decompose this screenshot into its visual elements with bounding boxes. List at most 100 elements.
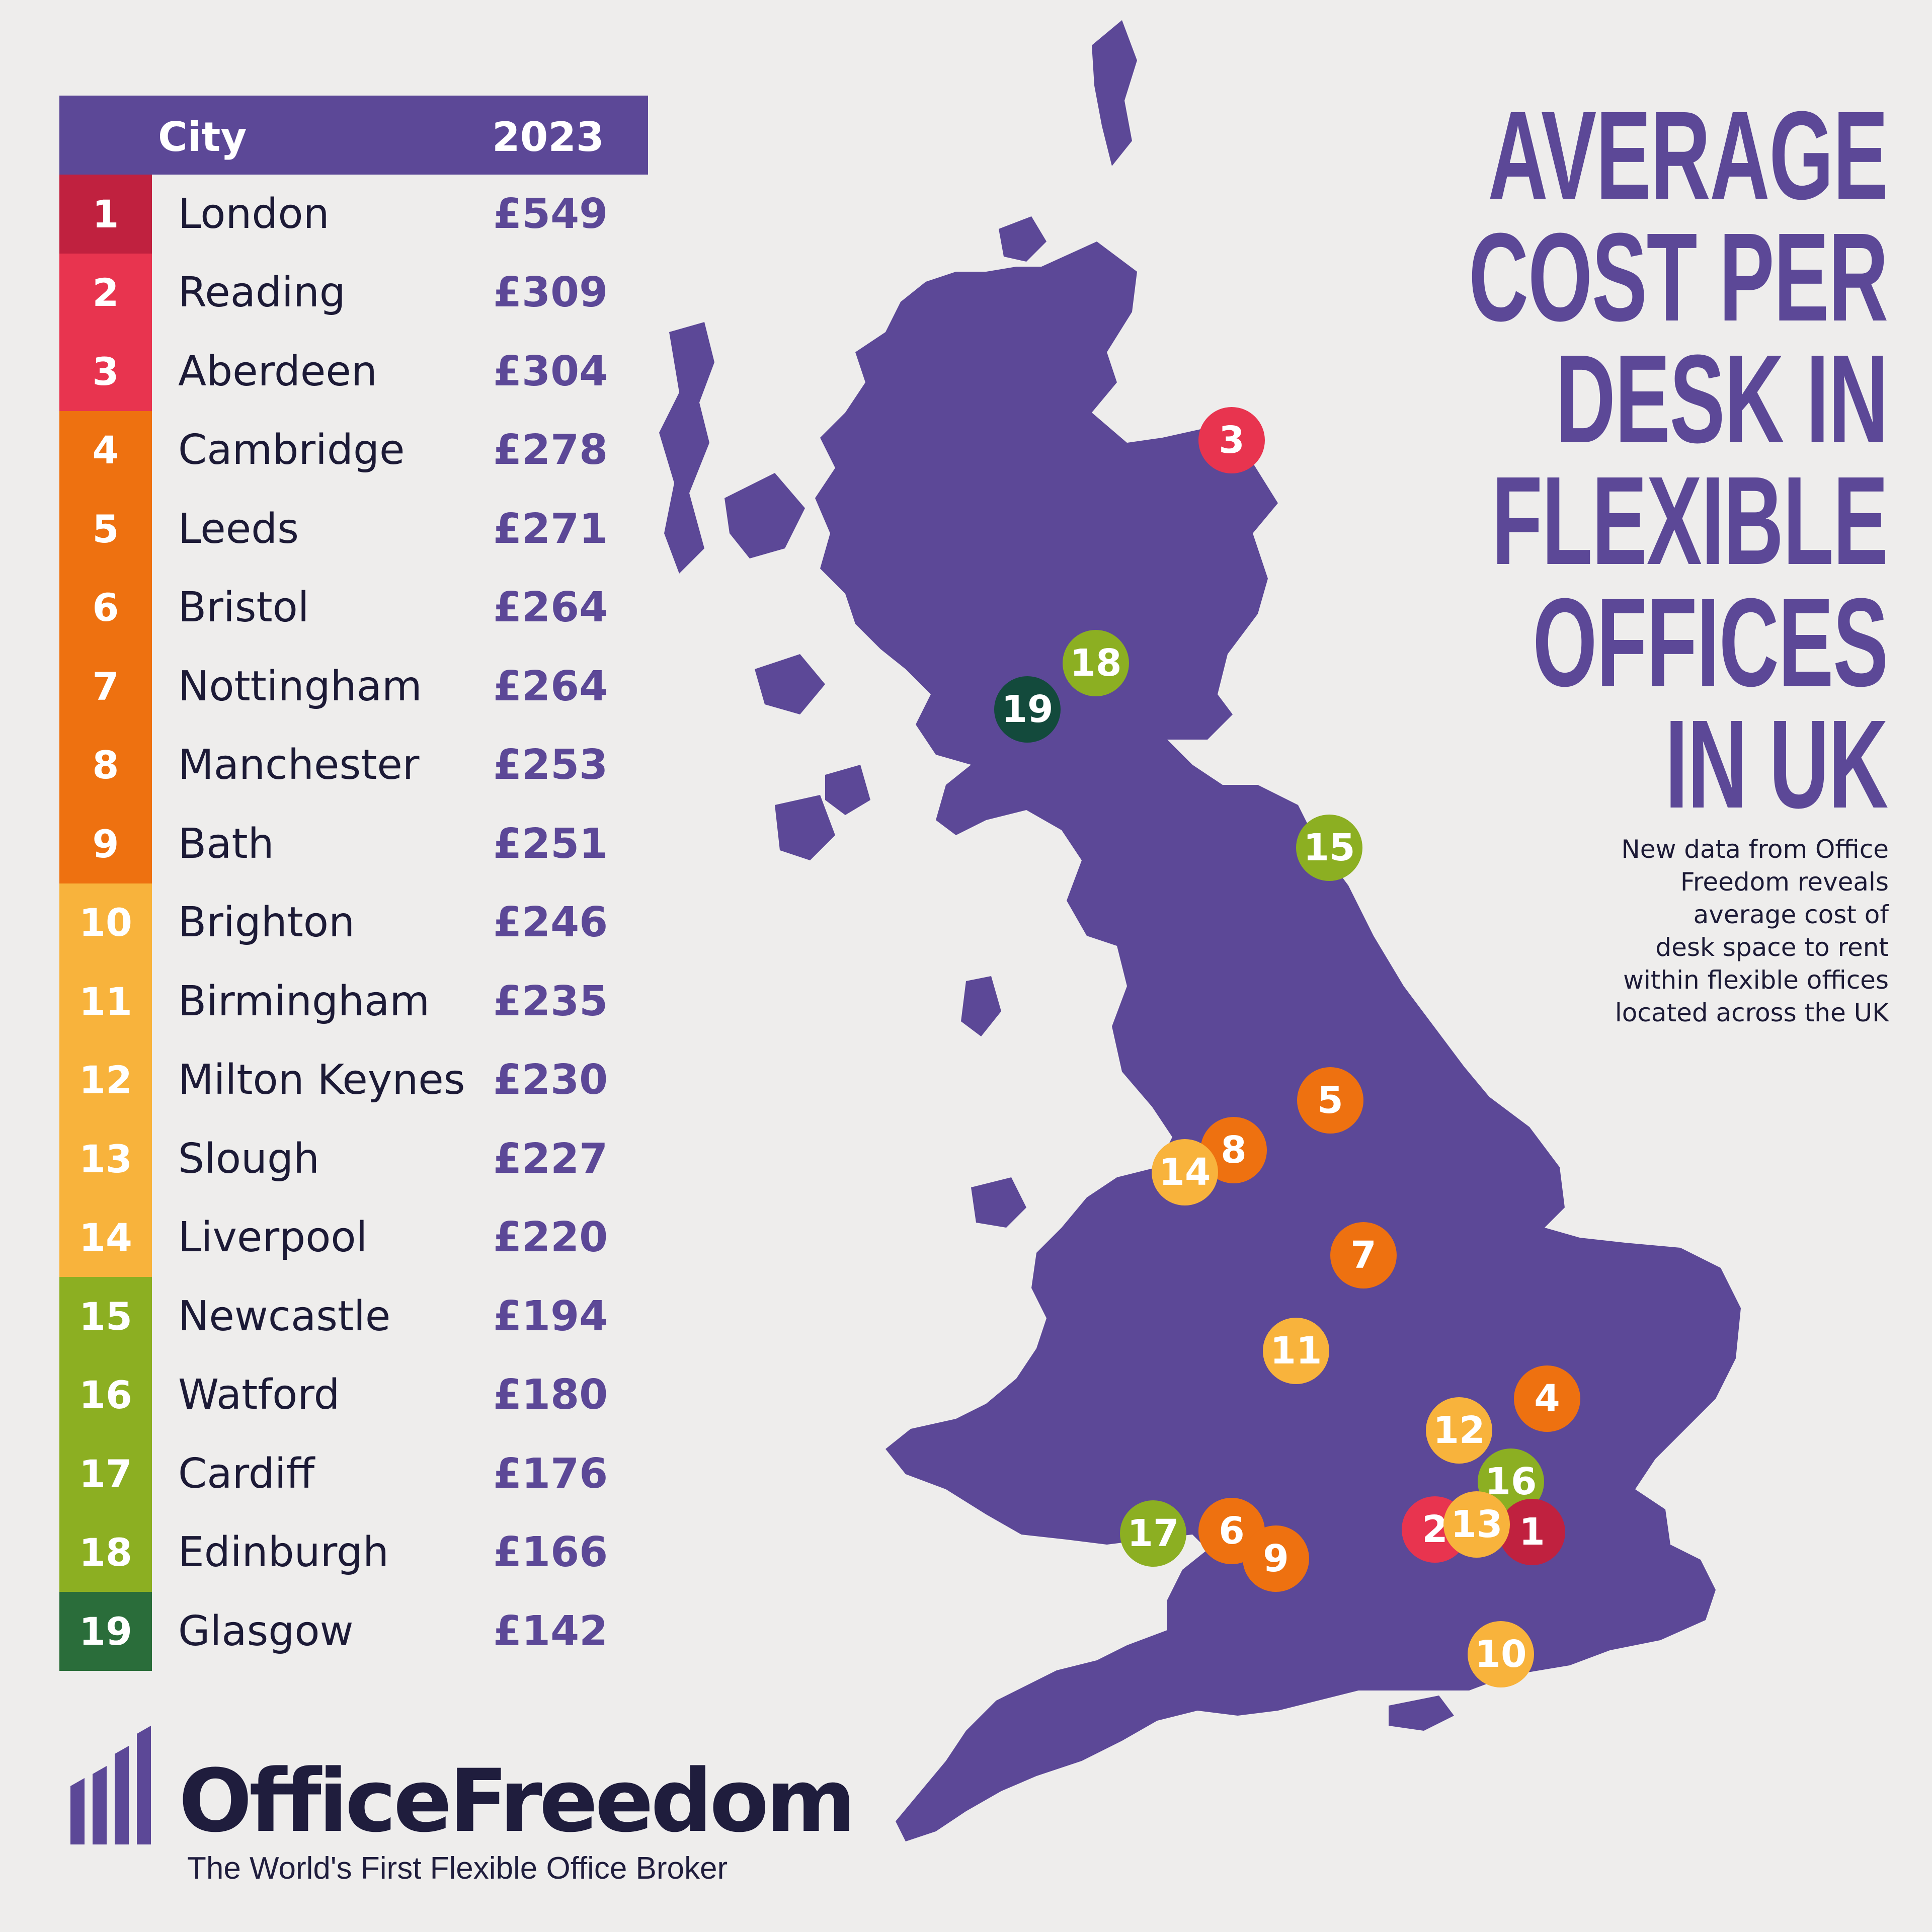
- city-cell: Manchester: [178, 741, 420, 789]
- headline-line: AVERAGE: [1488, 85, 1889, 225]
- cost-cell: £230: [493, 1056, 608, 1104]
- shetland-islands: [1092, 20, 1137, 166]
- map-marker-1: 1: [1499, 1499, 1565, 1565]
- year-column-header: 2023: [492, 114, 604, 160]
- rank-cell: 15: [59, 1277, 152, 1356]
- table-row: 12 Milton Keynes £230: [59, 1040, 648, 1119]
- bars-logo-icon: [70, 1726, 151, 1844]
- city-cell: Newcastle: [178, 1292, 391, 1340]
- headline-line: IN UK: [1665, 694, 1888, 834]
- city-cell: Glasgow: [178, 1607, 354, 1655]
- antrim-coast: [775, 795, 835, 860]
- rank-cell: 9: [59, 804, 152, 883]
- table-row: 17 Cardiff £176: [59, 1434, 648, 1513]
- table-row: 2 Reading £309: [59, 253, 648, 332]
- cost-cell: £264: [493, 584, 608, 632]
- city-cell: Milton Keynes: [178, 1056, 465, 1104]
- headline-line: OFFICES: [1533, 572, 1888, 712]
- subtext: New data from Office Freedom reveals avera…: [1526, 833, 1889, 1029]
- map-marker-12: 12: [1426, 1397, 1492, 1464]
- table-row: 8 Manchester £253: [59, 726, 648, 804]
- cost-cell: £246: [493, 899, 608, 947]
- rank-cell: 16: [59, 1355, 152, 1434]
- anglesey: [971, 1177, 1026, 1228]
- table-row: 15 Newcastle £194: [59, 1277, 648, 1356]
- rank-cell: 14: [59, 1198, 152, 1277]
- great-britain-mainland: [815, 242, 1741, 1841]
- rank-cell: 10: [59, 883, 152, 962]
- map-marker-5: 5: [1297, 1067, 1363, 1134]
- cost-cell: £304: [493, 347, 608, 395]
- islay: [825, 765, 870, 815]
- city-cell: Reading: [178, 269, 346, 317]
- rank-cell: 13: [59, 1119, 152, 1198]
- headline-line: COST PER: [1469, 207, 1888, 347]
- map-marker-19: 19: [994, 676, 1061, 743]
- cost-cell: £180: [493, 1371, 608, 1419]
- orkney-islands: [999, 216, 1046, 262]
- table-row: 7 Nottingham £264: [59, 647, 648, 726]
- subtext-line: within flexible offices: [1623, 965, 1889, 995]
- map-marker-11: 11: [1263, 1318, 1329, 1384]
- city-cell: Bristol: [178, 584, 309, 632]
- table-row: 13 Slough £227: [59, 1119, 648, 1198]
- subtext-line: New data from Office: [1621, 835, 1889, 864]
- subtext-line: average cost of: [1693, 900, 1889, 929]
- cost-cell: £235: [493, 977, 608, 1025]
- rank-cell: 5: [59, 490, 152, 569]
- isle-of-wight: [1389, 1696, 1454, 1731]
- table-row: 14 Liverpool £220: [59, 1198, 648, 1277]
- rank-cell: 12: [59, 1040, 152, 1119]
- city-cell: Birmingham: [178, 977, 430, 1025]
- map-marker-18: 18: [1063, 630, 1129, 696]
- cost-cell: £264: [493, 662, 608, 710]
- subtext-line: desk space to rent: [1655, 933, 1889, 962]
- rank-cell: 6: [59, 568, 152, 647]
- table-row: 3 Aberdeen £304: [59, 332, 648, 411]
- city-cell: Nottingham: [178, 662, 422, 710]
- rank-cell: 3: [59, 332, 152, 411]
- city-cell: Brighton: [178, 899, 355, 947]
- map-marker-9: 9: [1243, 1525, 1309, 1592]
- rank-cell: 7: [59, 647, 152, 726]
- table-body: 1 London £549 2 Reading £309 3 Aberdeen £304 4 Cam…: [59, 175, 648, 1671]
- subtext-line: located across the UK: [1615, 998, 1889, 1027]
- map-marker-4: 4: [1514, 1365, 1580, 1432]
- table-row: 5 Leeds £271: [59, 490, 648, 569]
- city-cell: Liverpool: [178, 1214, 368, 1262]
- cost-cell: £220: [493, 1214, 608, 1262]
- rank-cell: 8: [59, 726, 152, 804]
- table-header: City 2023: [59, 96, 648, 175]
- rank-cell: 4: [59, 411, 152, 490]
- headline-line: DESK IN: [1555, 329, 1888, 469]
- table-row: 18 Edinburgh £166: [59, 1513, 648, 1592]
- cost-cell: £227: [493, 1135, 608, 1183]
- city-cell: Aberdeen: [178, 347, 377, 395]
- city-cell: Cambridge: [178, 426, 405, 474]
- city-column-header: City: [158, 114, 247, 160]
- map-marker-15: 15: [1296, 815, 1362, 881]
- cost-cell: £166: [493, 1528, 608, 1577]
- table-row: 11 Birmingham £235: [59, 962, 648, 1041]
- table-row: 4 Cambridge £278: [59, 411, 648, 490]
- rank-cell: 11: [59, 962, 152, 1041]
- brand-name: OfficeFreedom: [179, 1750, 856, 1852]
- table-row: 6 Bristol £264: [59, 568, 648, 647]
- cost-cell: £271: [493, 505, 608, 553]
- table-row: 10 Brighton £246: [59, 883, 648, 962]
- subtext-line: Freedom reveals: [1680, 867, 1889, 897]
- rank-cell: 18: [59, 1513, 152, 1592]
- isle-of-mull: [755, 654, 825, 714]
- rank-cell: 2: [59, 253, 152, 332]
- isle-of-skye: [725, 473, 805, 558]
- table-row: 9 Bath £251: [59, 804, 648, 883]
- isle-of-man: [961, 976, 1001, 1036]
- map-marker-13: 13: [1443, 1491, 1510, 1558]
- city-cell: Slough: [178, 1135, 319, 1183]
- brand-tagline: The World's First Flexible Office Broker: [187, 1851, 728, 1886]
- cost-cell: £278: [493, 426, 608, 474]
- outer-hebrides: [659, 322, 714, 574]
- map-marker-7: 7: [1330, 1222, 1397, 1289]
- city-cell: Watford: [178, 1371, 340, 1419]
